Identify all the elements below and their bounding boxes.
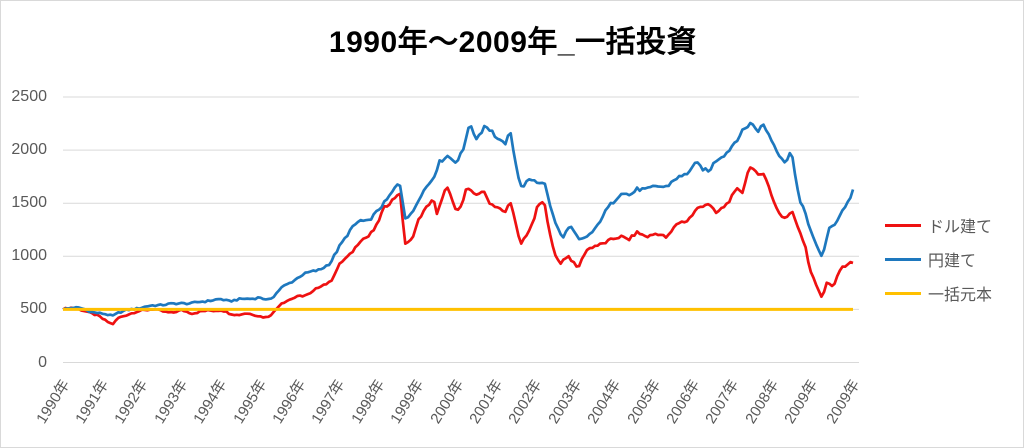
y-axis-tick-label: 500	[20, 300, 47, 318]
legend: ドル建て 円建て 一括元本	[885, 208, 992, 310]
y-axis-tick-label: 1000	[11, 247, 47, 265]
y-axis-tick-label: 2000	[11, 141, 47, 159]
legend-item-yen: 円建て	[885, 242, 992, 276]
legend-item-dollar: ドル建て	[885, 208, 992, 242]
y-axis-tick-label: 0	[38, 353, 47, 371]
legend-line-swatch-yen	[885, 257, 921, 261]
y-axis-tick-label: 2500	[11, 88, 47, 105]
legend-line-swatch-principal	[885, 291, 921, 295]
y-axis-tick-label: 1500	[11, 194, 47, 212]
series-line-1	[62, 121, 855, 317]
legend-line-swatch-dollar	[885, 223, 921, 227]
chart-title: 1990年〜2009年_一括投資	[328, 26, 698, 59]
legend-item-principal: 一括元本	[885, 276, 992, 310]
series-line-0	[62, 166, 854, 326]
legend-label-yen: 円建て	[928, 253, 977, 270]
legend-label-dollar: ドル建て	[928, 219, 993, 236]
legend-label-principal: 一括元本	[928, 287, 993, 304]
